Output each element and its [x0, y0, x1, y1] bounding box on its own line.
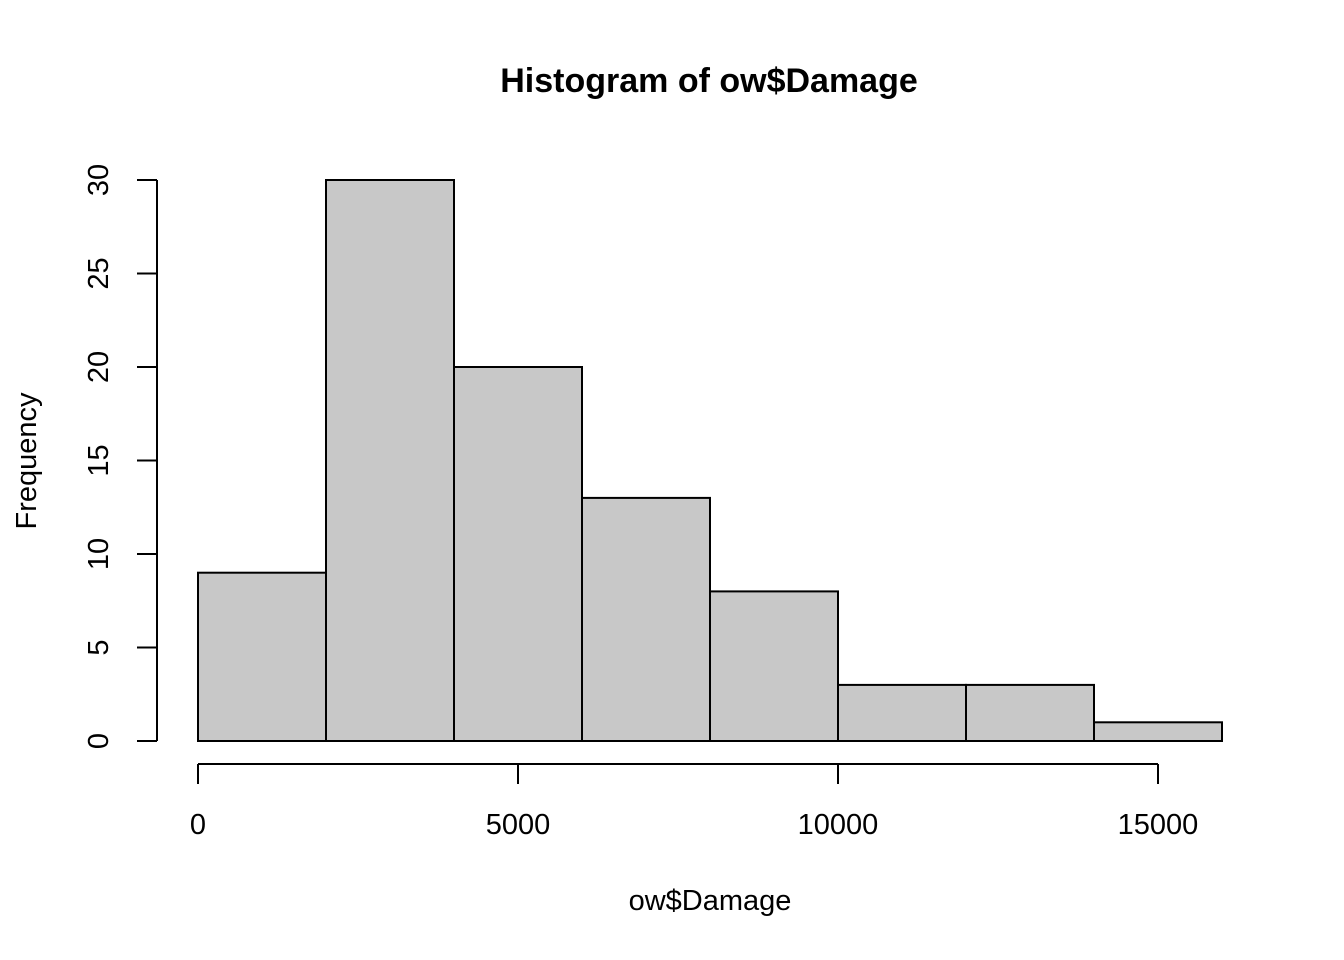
histogram-bar	[709, 590, 839, 743]
histogram-bar	[837, 683, 967, 743]
histogram-bar	[325, 179, 455, 742]
x-tick-label: 15000	[1118, 809, 1199, 841]
y-axis-label: Frequency	[11, 392, 43, 530]
bars-group	[197, 179, 1223, 743]
y-tick-label: 0	[83, 733, 115, 749]
y-tick-label: 5	[83, 639, 115, 655]
y-axis: 0 5 10 15 20 25 30	[83, 164, 158, 749]
y-tick-label: 30	[83, 164, 115, 196]
histogram-bar	[965, 683, 1095, 743]
y-tick-label: 15	[83, 444, 115, 476]
histogram-bar	[1093, 721, 1223, 742]
x-tick-label: 10000	[798, 809, 879, 841]
x-axis: 0 5000 10000 15000	[190, 763, 1199, 841]
histogram-bar	[581, 496, 711, 742]
y-tick-label: 20	[83, 351, 115, 383]
chart-title: Histogram of ow$Damage	[500, 62, 918, 100]
x-axis-label: ow$Damage	[629, 885, 792, 917]
y-tick-label: 10	[83, 538, 115, 570]
y-tick-label: 25	[83, 257, 115, 289]
x-tick-label: 0	[190, 809, 206, 841]
x-tick-label: 5000	[486, 809, 551, 841]
histogram-bar	[453, 366, 583, 742]
histogram-bar	[197, 571, 327, 743]
